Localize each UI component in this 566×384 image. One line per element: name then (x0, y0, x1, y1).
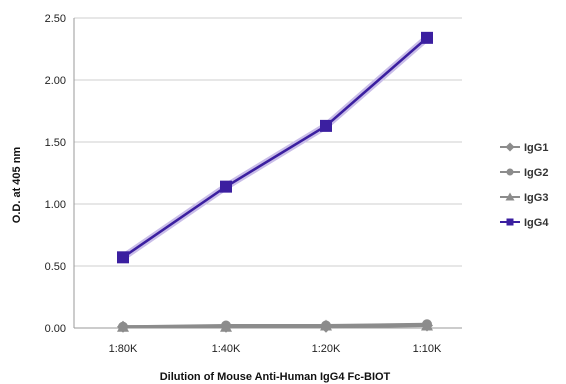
y-tick-label: 2.50 (45, 13, 66, 25)
legend-item-igg3: IgG3 (500, 192, 548, 204)
y-tick-labels: 0.00 0.50 1.00 1.50 2.00 2.50 (45, 13, 66, 335)
gridlines (74, 17, 462, 329)
y-tick-label: 1.00 (45, 199, 66, 211)
legend-marker (506, 168, 514, 176)
y-tick-label: 0.00 (45, 323, 66, 335)
y-axis-title: O.D. at 405 nm (11, 147, 23, 224)
x-tick-labels: 1:80K 1:40K 1:20K 1:10K (109, 343, 442, 355)
legend-item-igg2: IgG2 (500, 167, 548, 179)
y-tick-label: 0.50 (45, 261, 66, 273)
legend-marker (505, 192, 515, 201)
legend-label: IgG1 (524, 142, 548, 154)
series-line (123, 324, 427, 329)
data-point (320, 319, 332, 331)
series-igg3 (117, 319, 433, 332)
x-axis-title: Dilution of Mouse Anti-Human IgG4 Fc-BIO… (160, 371, 391, 383)
data-point (421, 319, 433, 331)
legend-label: IgG3 (524, 192, 548, 204)
legend-label: IgG4 (524, 217, 549, 229)
data-point (220, 320, 232, 332)
series-line (122, 36, 428, 259)
legend-marker (505, 142, 515, 152)
series-line-glow (121, 35, 430, 261)
x-tick-label: 1:20K (312, 343, 341, 355)
legend: IgG1 IgG2 IgG3 IgG4 (500, 142, 549, 229)
legend-marker (506, 218, 514, 226)
y-tick-label: 2.00 (45, 75, 66, 87)
data-point (320, 119, 332, 132)
legend-label: IgG2 (524, 167, 548, 179)
x-tick-label: 1:40K (212, 343, 241, 355)
data-point (220, 180, 232, 193)
x-tick-label: 1:80K (109, 343, 138, 355)
data-point (117, 320, 129, 332)
axes (73, 18, 462, 329)
x-tick-label: 1:10K (413, 343, 442, 355)
y-tick-label: 1.50 (45, 137, 66, 149)
series-group (117, 31, 433, 333)
legend-item-igg4: IgG4 (500, 217, 549, 229)
series-igg4 (117, 31, 433, 264)
data-point (117, 251, 129, 264)
data-point (421, 31, 433, 44)
legend-item-igg1: IgG1 (500, 142, 548, 154)
